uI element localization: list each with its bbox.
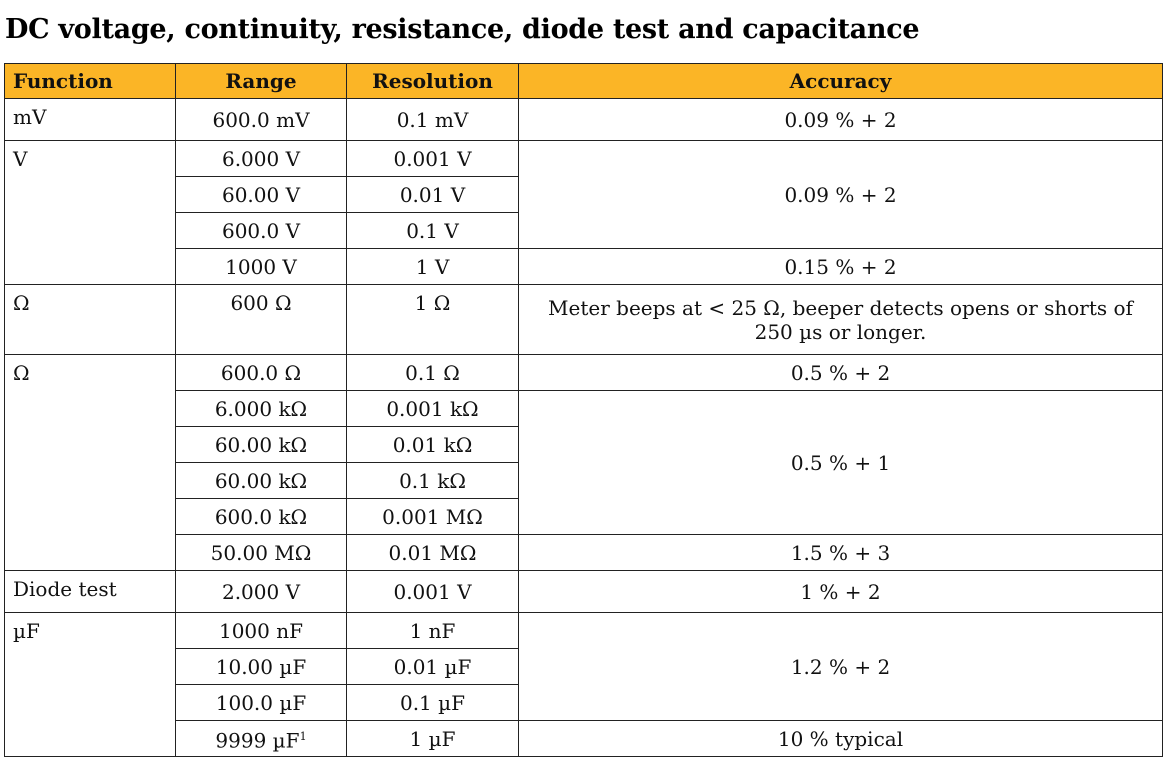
- range-cell: 600.0 V: [175, 212, 347, 249]
- header-accuracy: Accuracy: [518, 63, 1163, 99]
- resolution-cell: 0.001 V: [346, 140, 519, 177]
- resolution-cell: 0.001 MΩ: [346, 498, 519, 535]
- table-row: 100.0 µF 0.1 µF: [5, 684, 1163, 721]
- resolution-cell: 0.1 mV: [346, 98, 519, 141]
- resolution-cell: 0.1 Ω: [346, 354, 519, 391]
- table-body: mV 600.0 mV 0.1 mV 0.09 % + 2 V 6.000 V 0.001 …: [4, 98, 1163, 757]
- resolution-cell: 0.01 MΩ: [346, 534, 519, 571]
- footnote-marker: 1: [299, 729, 307, 743]
- range-cell: 6.000 kΩ: [175, 390, 347, 427]
- function-cell: mV: [4, 98, 176, 141]
- function-cell: V: [4, 140, 176, 285]
- resolution-cell: 0.1 V: [346, 212, 519, 249]
- range-cell: 1000 V: [175, 248, 347, 285]
- range-cell: 600.0 kΩ: [175, 498, 347, 535]
- table-row: 10.00 µF 0.01 µF: [5, 648, 1163, 685]
- resolution-cell: 0.01 V: [346, 176, 519, 213]
- resolution-cell: 0.001 kΩ: [346, 390, 519, 427]
- range-cell: 10.00 µF: [175, 648, 347, 685]
- table-row: mV 600.0 mV 0.1 mV 0.09 % + 2: [4, 98, 1163, 141]
- range-cell: 60.00 kΩ: [175, 426, 347, 463]
- resolution-cell: 0.1 kΩ: [346, 462, 519, 499]
- range-cell: 50.00 MΩ: [175, 534, 347, 571]
- table-row: 600.0 kΩ 0.001 MΩ: [5, 498, 1163, 535]
- range-cell: 600 Ω: [175, 284, 347, 355]
- accuracy-cell: 0.5 % + 2: [518, 354, 1163, 391]
- function-cell: Ω: [4, 354, 176, 571]
- resolution-cell: 0.01 µF: [346, 648, 519, 685]
- header-function: Function: [4, 63, 176, 99]
- function-cell: Diode test: [4, 570, 176, 613]
- range-cell: 9999 µF1: [175, 720, 347, 757]
- accuracy-cell: 0.09 % + 2: [518, 140, 1163, 249]
- range-value: 9999 µF: [215, 728, 300, 753]
- resolution-cell: 1 V: [346, 248, 519, 285]
- table-header-row: Function Range Resolution Accuracy: [4, 63, 1163, 99]
- specifications-table: Function Range Resolution Accuracy mV 600…: [4, 63, 1163, 757]
- resolution-cell: 0.1 µF: [346, 684, 519, 721]
- table-row: 9999 µF1 1 µF 10 % typical: [5, 720, 1163, 757]
- accuracy-cell: 10 % typical: [518, 720, 1163, 757]
- range-cell: 60.00 V: [175, 176, 347, 213]
- range-cell: 60.00 kΩ: [175, 462, 347, 499]
- table-row: 6.000 kΩ 0.001 kΩ 0.5 % + 1: [5, 390, 1163, 535]
- range-cell: 1000 nF: [175, 612, 347, 649]
- accuracy-cell: 0.09 % + 2: [518, 98, 1163, 141]
- range-cell: 100.0 µF: [175, 684, 347, 721]
- table-row: 60.00 V 0.01 V: [5, 176, 1163, 213]
- accuracy-cell: 1.5 % + 3: [518, 534, 1163, 571]
- accuracy-cell: Meter beeps at < 25 Ω, beeper detects op…: [518, 284, 1163, 355]
- accuracy-cell: 0.5 % + 1: [518, 390, 1163, 535]
- range-cell: 2.000 V: [175, 570, 347, 613]
- accuracy-cell: 1 % + 2: [518, 570, 1163, 613]
- table-row: Ω 600.0 Ω 0.1 Ω 0.5 % + 2: [4, 354, 1163, 571]
- function-cell: µF: [4, 612, 176, 757]
- table-row: 50.00 MΩ 0.01 MΩ 1.5 % + 3: [5, 534, 1163, 571]
- resolution-cell: 0.01 kΩ: [346, 426, 519, 463]
- table-row: V 6.000 V 0.001 V 0.09 % + 2: [4, 140, 1163, 285]
- resolution-cell: 1 nF: [346, 612, 519, 649]
- function-cell: Ω: [4, 284, 176, 355]
- range-cell: 600.0 Ω: [175, 354, 347, 391]
- header-range: Range: [175, 63, 347, 99]
- page-title: DC voltage, continuity, resistance, diod…: [5, 14, 920, 45]
- range-cell: 6.000 V: [175, 140, 347, 177]
- accuracy-cell: 1.2 % + 2: [518, 612, 1163, 721]
- range-cell: 600.0 mV: [175, 98, 347, 141]
- resolution-cell: 1 Ω: [346, 284, 519, 355]
- table-row: µF 1000 nF 1 nF 1.2 % + 2: [4, 612, 1163, 757]
- resolution-cell: 0.001 V: [346, 570, 519, 613]
- resolution-cell: 1 µF: [346, 720, 519, 757]
- accuracy-cell: 0.15 % + 2: [518, 248, 1163, 285]
- header-resolution: Resolution: [346, 63, 519, 99]
